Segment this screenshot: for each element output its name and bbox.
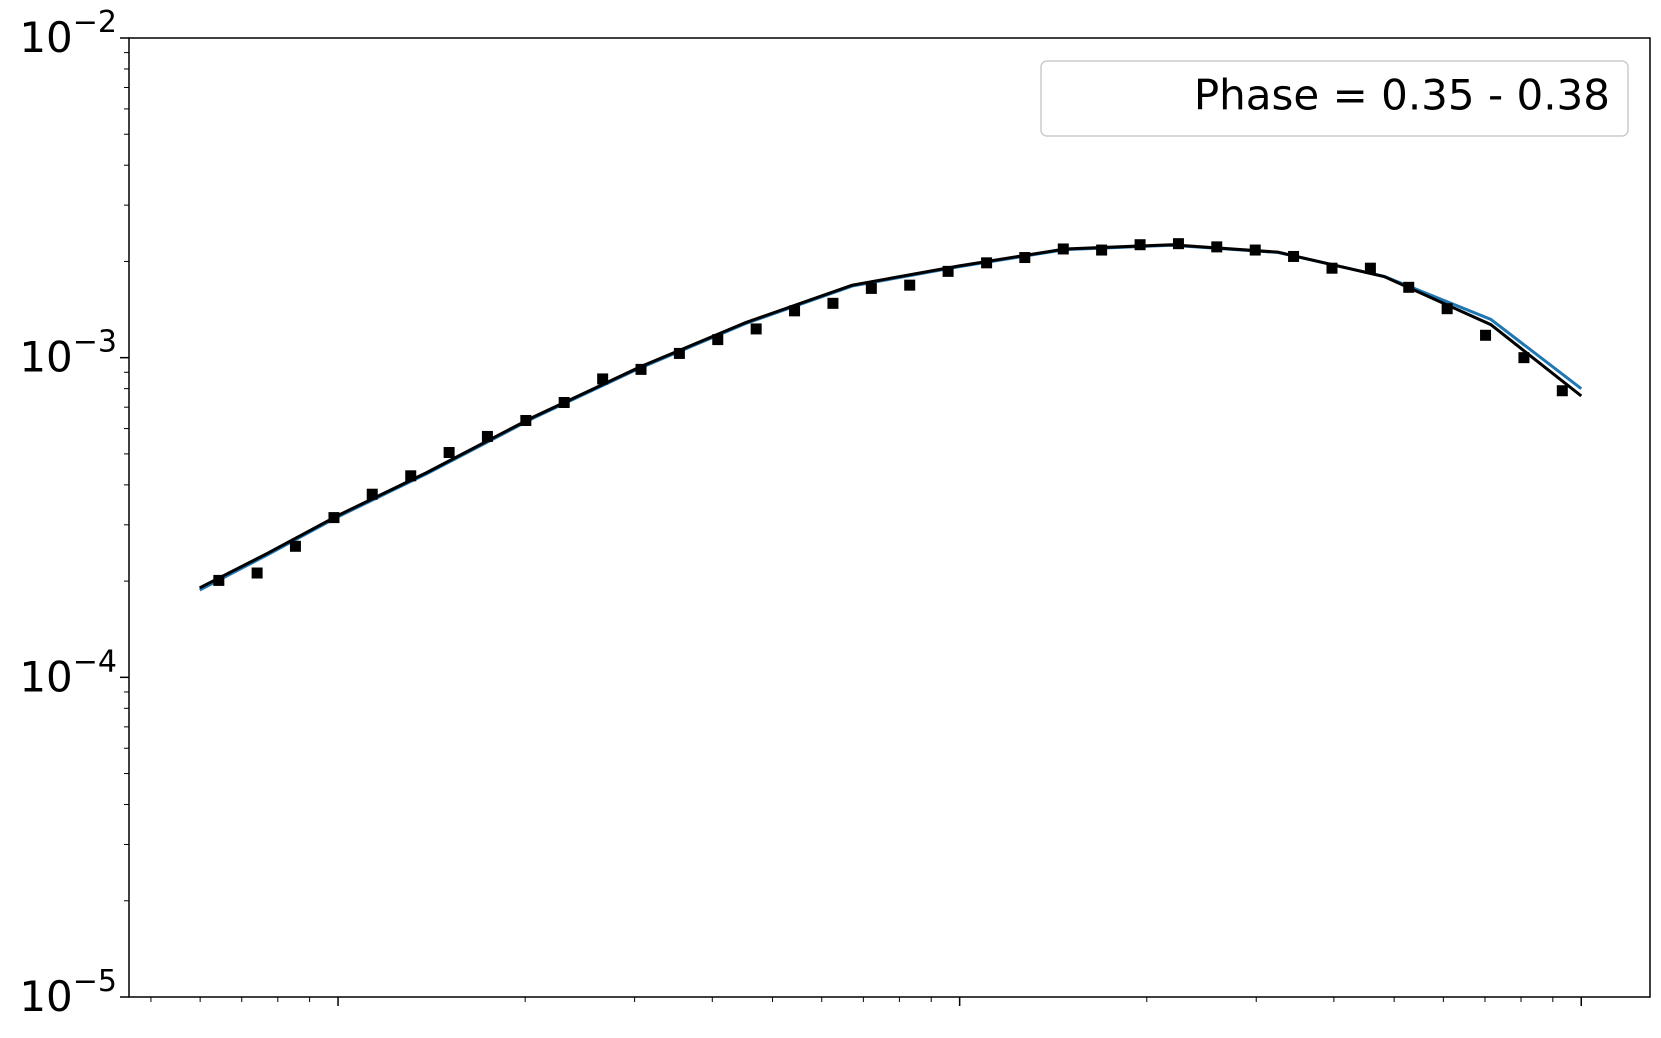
y-tick-exponent: −5 (73, 964, 117, 999)
model-line (199, 243, 1583, 592)
data-point (289, 540, 301, 552)
y-tick-base: 10 (19, 972, 72, 1021)
y-tick-label: 10−3 (19, 325, 117, 382)
y-tick-exponent: −4 (73, 644, 117, 679)
data-point (597, 373, 609, 385)
data-point (1019, 252, 1031, 264)
data-point (1518, 352, 1530, 364)
data-point (328, 512, 340, 524)
data-point (789, 305, 801, 317)
data-point (213, 574, 225, 586)
data-point (1057, 243, 1069, 255)
y-tick-exponent: −2 (73, 5, 117, 40)
legend-box (1040, 60, 1629, 137)
data-point (481, 430, 493, 442)
data-point (405, 470, 417, 482)
data-point (251, 567, 263, 579)
data-point (750, 323, 762, 335)
data-point (1211, 241, 1223, 253)
y-tick-exponent: −3 (73, 325, 117, 360)
data-point (1288, 250, 1300, 262)
data-point (520, 414, 532, 426)
plot-frame (128, 37, 1651, 998)
y-tick-label: 10−5 (19, 964, 117, 1021)
y-tick-base: 10 (19, 652, 72, 701)
data-point (1326, 262, 1338, 274)
data-point (635, 363, 647, 375)
data-point (366, 488, 378, 500)
data-point (942, 265, 954, 277)
data-point (673, 347, 685, 359)
data-point (1480, 329, 1492, 341)
data-point (1364, 262, 1376, 274)
data-point (827, 297, 839, 309)
data-point (1556, 385, 1568, 397)
y-tick-base: 10 (19, 333, 72, 382)
legend-text: Phase = 0.35 - 0.38 (1194, 71, 1610, 120)
data-point (1403, 281, 1415, 293)
data-point (1134, 239, 1146, 251)
data-point (865, 282, 877, 294)
data-point (981, 257, 993, 269)
data-point (558, 397, 570, 409)
data-point (1172, 238, 1184, 250)
data-point (1441, 303, 1453, 315)
model-line (199, 243, 1583, 590)
data-point (904, 279, 916, 291)
y-tick-label: 10−4 (19, 644, 117, 701)
data-point (1249, 244, 1261, 256)
data-point (443, 447, 455, 459)
data-point (1096, 244, 1108, 256)
y-tick-label: 10−2 (19, 5, 117, 62)
y-tick-base: 10 (19, 13, 72, 62)
data-point (712, 334, 724, 346)
